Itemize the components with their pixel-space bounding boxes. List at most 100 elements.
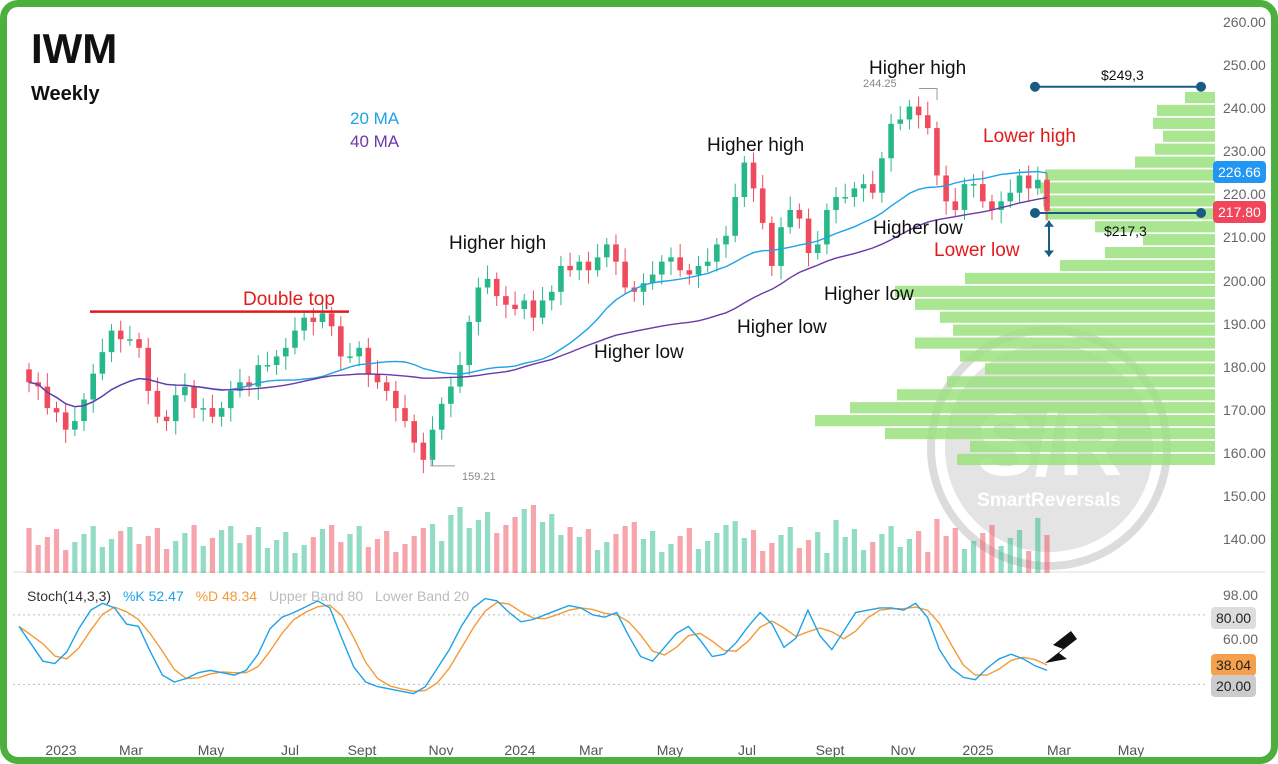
higher-high-label: Higher high: [449, 233, 547, 254]
volume-profile-bar: [947, 376, 1215, 388]
candle-down: [154, 390, 161, 417]
volume-bar: [200, 546, 206, 573]
time-tick-label: Mar: [118, 742, 144, 758]
time-tick-label: Nov: [428, 742, 454, 758]
candle-down: [686, 270, 693, 275]
volume-profile-bar: [1043, 195, 1215, 207]
volume-bar: [640, 539, 647, 573]
time-tick-label: May: [197, 742, 225, 758]
volume-bar: [925, 552, 931, 573]
candle-down: [328, 313, 335, 327]
candle-up: [237, 382, 243, 391]
candle-down: [567, 265, 573, 271]
candle-down: [943, 175, 949, 202]
volume-bar: [860, 550, 867, 573]
range-arrow-head-up: [1044, 220, 1054, 227]
candle-down: [420, 442, 427, 460]
candle-up: [860, 184, 867, 189]
candle-down: [585, 261, 592, 271]
volume-bar: [567, 527, 573, 573]
time-tick-label: May: [1117, 742, 1145, 758]
volume-profile-bar: [815, 415, 1215, 427]
candle-up: [99, 352, 106, 374]
price-tick-label: 220.00: [1223, 186, 1266, 203]
stoch-k-value: %K 52.47: [122, 588, 184, 604]
volume-bar: [686, 528, 692, 573]
target-line-dot: [1196, 207, 1206, 218]
candle-up: [548, 291, 555, 301]
candle-down: [989, 201, 995, 210]
time-tick-label: Jul: [281, 742, 299, 758]
volume-profile-bar: [895, 285, 1215, 297]
volume-profile-bar: [970, 440, 1215, 453]
volume-bar: [429, 524, 436, 573]
volume-bar: [558, 535, 564, 573]
volume-bar: [585, 529, 592, 573]
volume-profile-bar: [1095, 221, 1215, 233]
candle-up: [182, 386, 188, 396]
candle-down: [805, 218, 812, 254]
candle-down: [163, 416, 170, 422]
target-line-dot: [1030, 207, 1040, 218]
volume-bar: [475, 520, 481, 573]
peak-marker: [919, 87, 938, 101]
volume-bar: [264, 548, 271, 573]
volume-bar: [723, 525, 729, 573]
stoch-d-line: [18, 601, 1048, 693]
candle-up: [558, 265, 564, 292]
volume-profile-bar: [1163, 130, 1215, 142]
candle-down: [915, 106, 922, 116]
price-tick-label: 210.00: [1223, 229, 1266, 246]
candle-down: [934, 128, 940, 176]
volume-bar: [338, 542, 344, 573]
volume-bars: [26, 505, 1050, 573]
higher-low-label: Higher low: [594, 342, 684, 363]
volume-bar: [1026, 551, 1032, 573]
candle-up: [833, 197, 839, 210]
volume-bar: [494, 533, 500, 573]
volume-bar: [714, 533, 720, 573]
volume-bar: [595, 550, 601, 573]
volume-bar: [897, 547, 903, 573]
volume-bar: [503, 525, 509, 573]
candle-down: [209, 408, 216, 417]
volume-profile-bar: [897, 389, 1215, 401]
volume-bar: [539, 522, 546, 573]
price-tick-label: 150.00: [1223, 487, 1266, 504]
volume-bar: [934, 519, 940, 573]
candle-up: [824, 209, 830, 245]
candle-up: [649, 274, 656, 284]
candle-down: [365, 347, 372, 374]
volume-bar: [182, 533, 188, 573]
candle-up: [81, 399, 87, 422]
volume-bar: [81, 534, 87, 573]
candle-up: [484, 278, 491, 288]
volume-bar: [292, 553, 298, 573]
candle-down: [246, 382, 252, 387]
volume-bar: [530, 505, 537, 573]
time-tick-label: Mar: [1046, 742, 1072, 758]
volume-bar: [209, 538, 216, 573]
ma20-legend: 20 MA: [350, 109, 400, 128]
volume-bar: [1007, 538, 1013, 573]
volume-bar: [163, 549, 170, 573]
candle-up: [218, 408, 225, 417]
volume-bar: [888, 526, 894, 573]
price-tick-label: 240.00: [1223, 100, 1266, 117]
volume-bar: [650, 531, 656, 573]
candle-down: [1044, 179, 1050, 211]
volume-profile-bar: [953, 324, 1215, 336]
time-tick-label: Nov: [890, 742, 916, 758]
volume-bar: [384, 531, 390, 573]
candle-up: [723, 235, 729, 245]
candle-up: [273, 356, 280, 366]
candle-up: [200, 408, 207, 410]
volume-bar: [283, 532, 289, 573]
volume-bar: [668, 544, 674, 573]
volume-profile-bar: [960, 350, 1215, 362]
candle-down: [759, 188, 766, 223]
candle-down: [769, 222, 775, 266]
candle-up: [741, 162, 748, 198]
volume-bar: [26, 528, 32, 573]
volume-bar: [851, 529, 858, 573]
